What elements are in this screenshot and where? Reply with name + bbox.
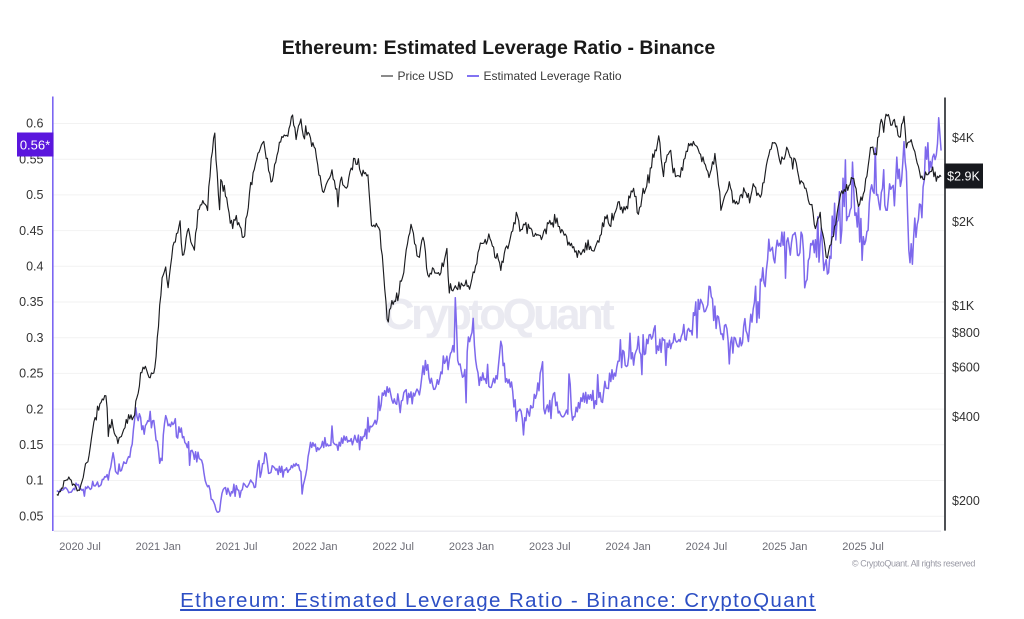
svg-text:0.5: 0.5 [26, 188, 43, 202]
svg-text:2024 Jul: 2024 Jul [686, 541, 728, 553]
svg-text:0.6: 0.6 [26, 117, 43, 131]
svg-text:2022 Jul: 2022 Jul [372, 541, 414, 553]
svg-text:0.15: 0.15 [19, 438, 43, 452]
svg-text:2021 Jan: 2021 Jan [136, 541, 181, 553]
svg-text:0.45: 0.45 [19, 224, 43, 238]
svg-text:$800: $800 [952, 326, 980, 340]
svg-text:$2K: $2K [952, 215, 975, 229]
svg-text:0.2: 0.2 [26, 402, 43, 416]
svg-text:$2.9K: $2.9K [947, 170, 980, 184]
svg-text:CryptoQuant: CryptoQuant [383, 290, 615, 339]
svg-text:0.1: 0.1 [26, 474, 43, 488]
svg-text:$200: $200 [952, 494, 980, 508]
svg-text:2023 Jul: 2023 Jul [529, 541, 571, 553]
svg-text:$4K: $4K [952, 131, 975, 145]
svg-text:2021 Jul: 2021 Jul [216, 541, 258, 553]
svg-text:2025 Jan: 2025 Jan [762, 541, 807, 553]
svg-text:2025 Jul: 2025 Jul [842, 541, 884, 553]
svg-text:0.35: 0.35 [19, 295, 43, 309]
svg-text:2024 Jan: 2024 Jan [605, 541, 650, 553]
svg-text:$600: $600 [952, 361, 980, 375]
svg-text:2022 Jan: 2022 Jan [292, 541, 337, 553]
svg-text:0.25: 0.25 [19, 367, 43, 381]
svg-text:0.05: 0.05 [19, 509, 43, 523]
svg-text:0.56*: 0.56* [20, 137, 50, 152]
svg-text:$400: $400 [952, 410, 980, 424]
svg-text:0.3: 0.3 [26, 331, 43, 345]
svg-text:© CryptoQuant. All rights rese: © CryptoQuant. All rights reserved [852, 559, 975, 569]
svg-text:2023 Jan: 2023 Jan [449, 541, 494, 553]
svg-text:2020 Jul: 2020 Jul [59, 541, 101, 553]
svg-text:$1K: $1K [952, 299, 975, 313]
svg-text:0.4: 0.4 [26, 260, 43, 274]
